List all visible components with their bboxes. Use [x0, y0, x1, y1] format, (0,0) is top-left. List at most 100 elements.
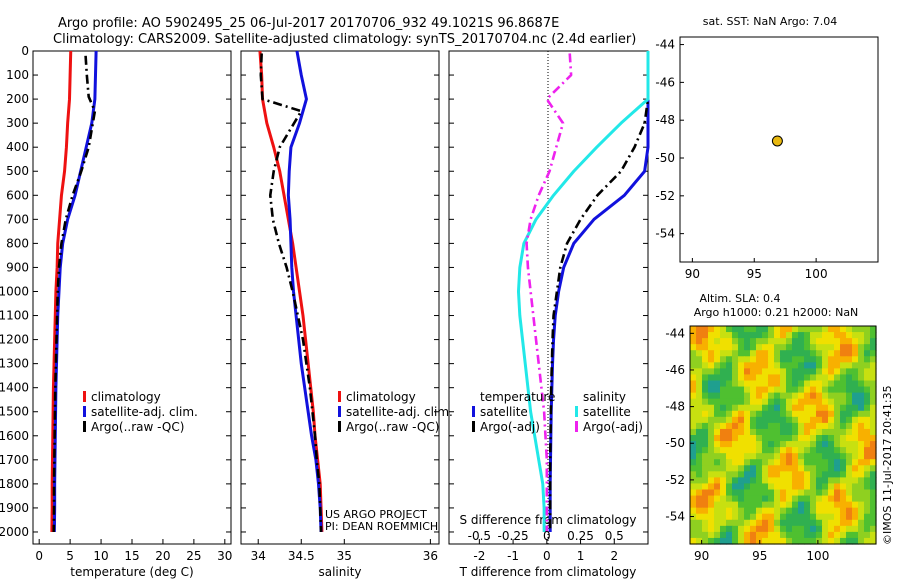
sla-cell [840, 428, 847, 436]
sla-cell [804, 356, 811, 363]
sla-cell [714, 513, 721, 521]
sla-cell [804, 459, 811, 466]
sla-cell [798, 459, 805, 466]
sla-cell [714, 489, 721, 497]
sla-heatmap [690, 326, 877, 545]
sla-cell [702, 332, 709, 339]
sla-cell [702, 525, 709, 533]
sla-cell [738, 459, 745, 466]
sla-cell [750, 380, 757, 388]
sla-cell [720, 422, 727, 430]
sla-cell [702, 489, 709, 497]
sla-cell [708, 368, 715, 376]
sla-cell [696, 398, 703, 406]
imos-stamp: ©IMOS 11-Jul-2017 20:41:35 [881, 385, 894, 545]
sla-cell [858, 507, 865, 515]
sla-cell [870, 441, 877, 448]
sla-cell [840, 495, 847, 503]
sla-cell [792, 465, 799, 472]
sla-cell [804, 477, 811, 485]
sla-cell [858, 495, 865, 503]
sla-cell [834, 362, 841, 369]
sla-cell [840, 447, 847, 454]
temperature-marks: 0 5 10 15 20 25 300100200300400500600700800900… [0, 44, 232, 563]
sla-cell [738, 386, 745, 394]
sla-cell [768, 428, 775, 436]
sla-cell [714, 428, 721, 436]
sla-cell [732, 344, 739, 351]
sla-map-panel: Altim. SLA: 0.4 Argo h1000: 0.21 h2000: … [665, 292, 894, 563]
sla-cell [732, 380, 739, 388]
sla-cell [780, 374, 787, 382]
y-tick-label: 600 [6, 188, 29, 202]
sla-cell [708, 519, 715, 527]
sla-cell [774, 404, 781, 412]
sla-cell [738, 344, 745, 351]
sla-cell [774, 428, 781, 436]
sla-cell [732, 519, 739, 527]
sla-cell [744, 435, 751, 442]
sla-cell [816, 525, 823, 533]
sla-cell [792, 519, 799, 527]
sla-cell [726, 501, 733, 509]
sla-cell [780, 344, 787, 351]
sla-cell [732, 386, 739, 394]
sla-cell [744, 483, 751, 491]
sla-cell [846, 507, 853, 515]
sla-cell [726, 356, 733, 363]
sla-cell [708, 477, 715, 485]
sla-cell [786, 410, 793, 418]
sla-cell [756, 374, 763, 382]
sla-cell [702, 483, 709, 491]
sla-cell [720, 507, 727, 515]
sla-cell [720, 495, 727, 503]
sla-cell [858, 410, 865, 418]
sla-cell [738, 398, 745, 406]
sla-cell [690, 356, 697, 363]
sla-cell [756, 465, 763, 472]
sla-cell [774, 519, 781, 527]
sla-cell [738, 362, 745, 369]
sla-cell [702, 410, 709, 418]
series-line-black [52, 55, 97, 532]
legend-swatch-black [472, 421, 475, 432]
sla-cell [810, 489, 817, 497]
sla-cell [774, 338, 781, 345]
sla-cell [720, 326, 727, 333]
sla-cell [762, 531, 769, 539]
sla-cell [822, 489, 829, 497]
sla-cell [786, 392, 793, 400]
sla-cell [810, 537, 817, 545]
sla-cell [780, 428, 787, 436]
sla-cell [750, 501, 757, 509]
sla-cell [798, 404, 805, 412]
sla-cell [822, 350, 829, 357]
sla-cell [804, 392, 811, 400]
sla-cell [696, 380, 703, 388]
sla-cell [708, 338, 715, 345]
sla-cell [858, 459, 865, 466]
sla-cell [828, 465, 835, 472]
sla-cell [816, 537, 823, 545]
sla-cell [774, 332, 781, 339]
x-tick-label: 20 [155, 549, 170, 563]
sla-cell [870, 447, 877, 454]
sla-cell [774, 392, 781, 400]
sla-cell [732, 531, 739, 539]
sla-cell [720, 435, 727, 442]
sla-cell [768, 410, 775, 418]
sla-cell [690, 537, 697, 545]
sla-cell [702, 374, 709, 382]
sla-cell [852, 392, 859, 400]
sla-cell [720, 386, 727, 394]
map-y-tick-label: -48 [655, 113, 675, 127]
sla-cell [786, 428, 793, 436]
sla-cell [738, 368, 745, 376]
sla-cell [720, 501, 727, 509]
sla-cell [804, 453, 811, 460]
sla-cell [726, 410, 733, 418]
legend-label: climatology [91, 390, 161, 404]
sla-cell [690, 513, 697, 521]
sla-cell [792, 362, 799, 369]
sla-cell [690, 386, 697, 394]
